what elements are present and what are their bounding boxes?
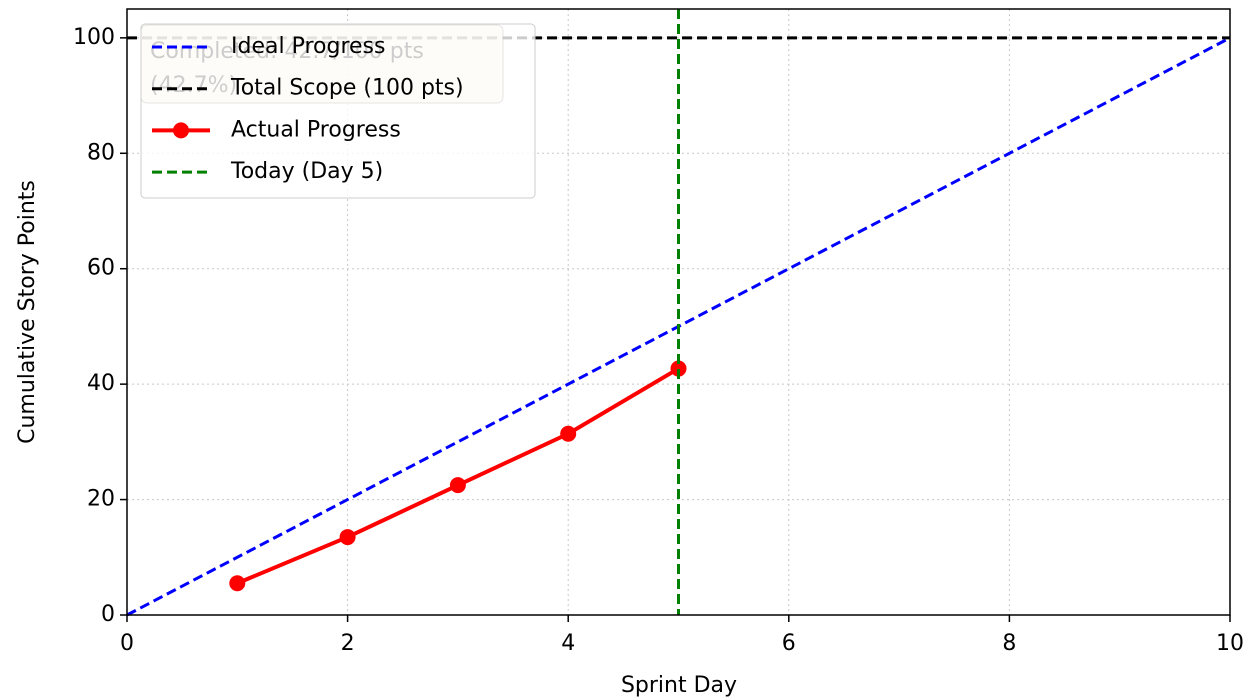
y-tick-label: 100 xyxy=(73,25,115,50)
legend-label: Total Scope (100 pts) xyxy=(230,76,464,101)
data-point xyxy=(449,477,466,494)
data-point xyxy=(339,529,356,546)
x-tick-label: 8 xyxy=(1002,631,1016,656)
legend-label: Ideal Progress xyxy=(231,34,385,59)
x-tick-label: 0 xyxy=(120,631,134,656)
y-tick-label: 40 xyxy=(87,371,115,396)
legend-marker xyxy=(173,122,189,139)
y-tick-label: 20 xyxy=(87,487,115,512)
x-axis-label: Sprint Day xyxy=(621,673,737,698)
x-tick-label: 4 xyxy=(561,631,575,656)
y-tick-label: 60 xyxy=(87,256,115,281)
plot-frame xyxy=(126,8,1231,616)
data-point xyxy=(670,360,687,377)
legend-label: Today (Day 5) xyxy=(230,159,383,184)
series-line xyxy=(236,366,680,586)
y-axis-label: Cumulative Story Points xyxy=(15,180,40,444)
data-point xyxy=(560,425,577,442)
x-tick-label: 6 xyxy=(782,631,796,656)
legend-label: Actual Progress xyxy=(231,117,401,142)
y-tick-label: 0 xyxy=(101,602,115,627)
data-point xyxy=(229,575,246,592)
y-tick-label: 80 xyxy=(87,140,115,165)
legend-box xyxy=(140,23,536,199)
x-tick-label: 2 xyxy=(341,631,355,656)
x-tick-label: 10 xyxy=(1216,631,1244,656)
